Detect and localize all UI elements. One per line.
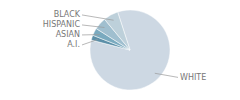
pie-chart: WHITE A.I.ASIANHISPANICBLACK xyxy=(0,0,240,100)
slice-label: ASIAN xyxy=(56,30,80,39)
slices xyxy=(90,10,170,90)
leader-line xyxy=(82,34,100,35)
leader-line xyxy=(82,39,98,44)
pie-slice xyxy=(90,10,170,90)
labels: WHITE A.I.ASIANHISPANICBLACK xyxy=(43,10,206,81)
slice-label: WHITE xyxy=(180,73,206,82)
slice-label: A.I. xyxy=(67,40,80,49)
slice-label: BLACK xyxy=(54,10,81,19)
leader-line xyxy=(82,25,104,28)
leader-line xyxy=(82,15,114,20)
slice-label: HISPANIC xyxy=(43,20,81,29)
chart-container: WHITE A.I.ASIANHISPANICBLACK xyxy=(0,0,240,100)
leader-lines xyxy=(82,15,178,77)
pie-slice xyxy=(105,12,130,50)
leader-line xyxy=(155,73,178,77)
